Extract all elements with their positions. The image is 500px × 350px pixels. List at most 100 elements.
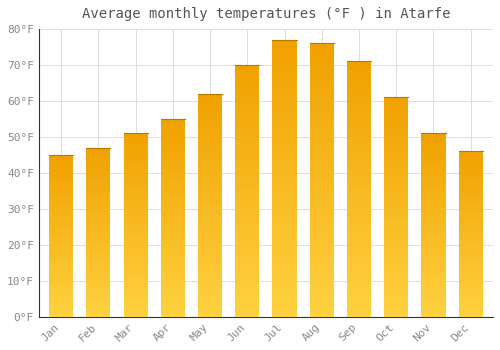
Bar (124, 304, 148, 306)
Bar (384, 111, 408, 113)
Bar (86, 188, 110, 190)
Bar (235, 108, 260, 110)
Bar (458, 191, 483, 193)
Bar (310, 155, 334, 158)
Bar (272, 300, 296, 303)
Bar (310, 292, 334, 295)
Bar (160, 285, 185, 287)
Bar (310, 221, 334, 224)
Bar (310, 177, 334, 180)
Bar (422, 289, 446, 291)
Bar (458, 269, 483, 271)
Bar (384, 141, 408, 144)
Bar (198, 127, 222, 130)
Bar (310, 309, 334, 312)
Bar (272, 104, 296, 106)
Bar (384, 108, 408, 111)
Bar (49, 181, 73, 182)
Bar (384, 119, 408, 121)
Bar (124, 245, 148, 247)
Bar (458, 175, 483, 176)
Bar (384, 251, 408, 253)
Bar (422, 291, 446, 293)
Bar (160, 238, 185, 240)
Bar (384, 163, 408, 166)
Bar (347, 210, 371, 212)
Bar (86, 227, 110, 229)
Bar (384, 315, 408, 317)
Bar (235, 307, 260, 309)
Bar (86, 190, 110, 192)
Bar (347, 299, 371, 301)
Bar (347, 125, 371, 128)
Bar (272, 117, 296, 120)
Bar (160, 137, 185, 139)
Bar (124, 223, 148, 225)
Bar (458, 188, 483, 189)
Bar (384, 139, 408, 141)
Bar (160, 275, 185, 277)
Bar (458, 211, 483, 212)
Bar (160, 145, 185, 147)
Bar (235, 249, 260, 251)
Bar (160, 241, 185, 244)
Bar (86, 310, 110, 312)
Bar (124, 185, 148, 187)
Bar (422, 306, 446, 308)
Bar (198, 132, 222, 134)
Bar (272, 234, 296, 237)
Bar (198, 292, 222, 294)
Bar (124, 203, 148, 205)
Bar (347, 279, 371, 281)
Bar (384, 181, 408, 183)
Bar (124, 238, 148, 240)
Bar (124, 286, 148, 287)
Bar (384, 170, 408, 172)
Bar (86, 180, 110, 182)
Bar (272, 250, 296, 253)
Bar (310, 251, 334, 254)
Bar (198, 165, 222, 167)
Bar (198, 315, 222, 317)
Bar (160, 297, 185, 299)
Bar (235, 133, 260, 135)
Bar (86, 312, 110, 313)
Bar (347, 207, 371, 210)
Bar (347, 112, 371, 115)
Bar (198, 188, 222, 190)
Bar (49, 309, 73, 310)
Bar (310, 161, 334, 164)
Bar (422, 207, 446, 209)
Bar (86, 205, 110, 207)
Bar (160, 265, 185, 267)
Bar (86, 266, 110, 268)
Bar (86, 305, 110, 307)
Bar (198, 156, 222, 159)
Bar (235, 158, 260, 161)
Bar (160, 186, 185, 188)
Bar (235, 294, 260, 297)
Bar (347, 79, 371, 82)
Bar (347, 141, 371, 143)
Bar (198, 221, 222, 223)
Bar (86, 315, 110, 317)
Bar (272, 201, 296, 203)
Bar (49, 264, 73, 265)
Bar (160, 153, 185, 155)
Bar (160, 192, 185, 194)
Bar (347, 148, 371, 151)
Bar (422, 244, 446, 245)
Bar (384, 190, 408, 192)
Bar (49, 218, 73, 220)
Bar (160, 121, 185, 123)
Bar (235, 264, 260, 266)
Bar (86, 215, 110, 217)
Bar (458, 259, 483, 260)
Bar (347, 72, 371, 74)
Bar (422, 196, 446, 197)
Bar (235, 173, 260, 176)
Bar (160, 164, 185, 167)
Bar (310, 142, 334, 145)
Bar (124, 229, 148, 231)
Bar (422, 214, 446, 216)
